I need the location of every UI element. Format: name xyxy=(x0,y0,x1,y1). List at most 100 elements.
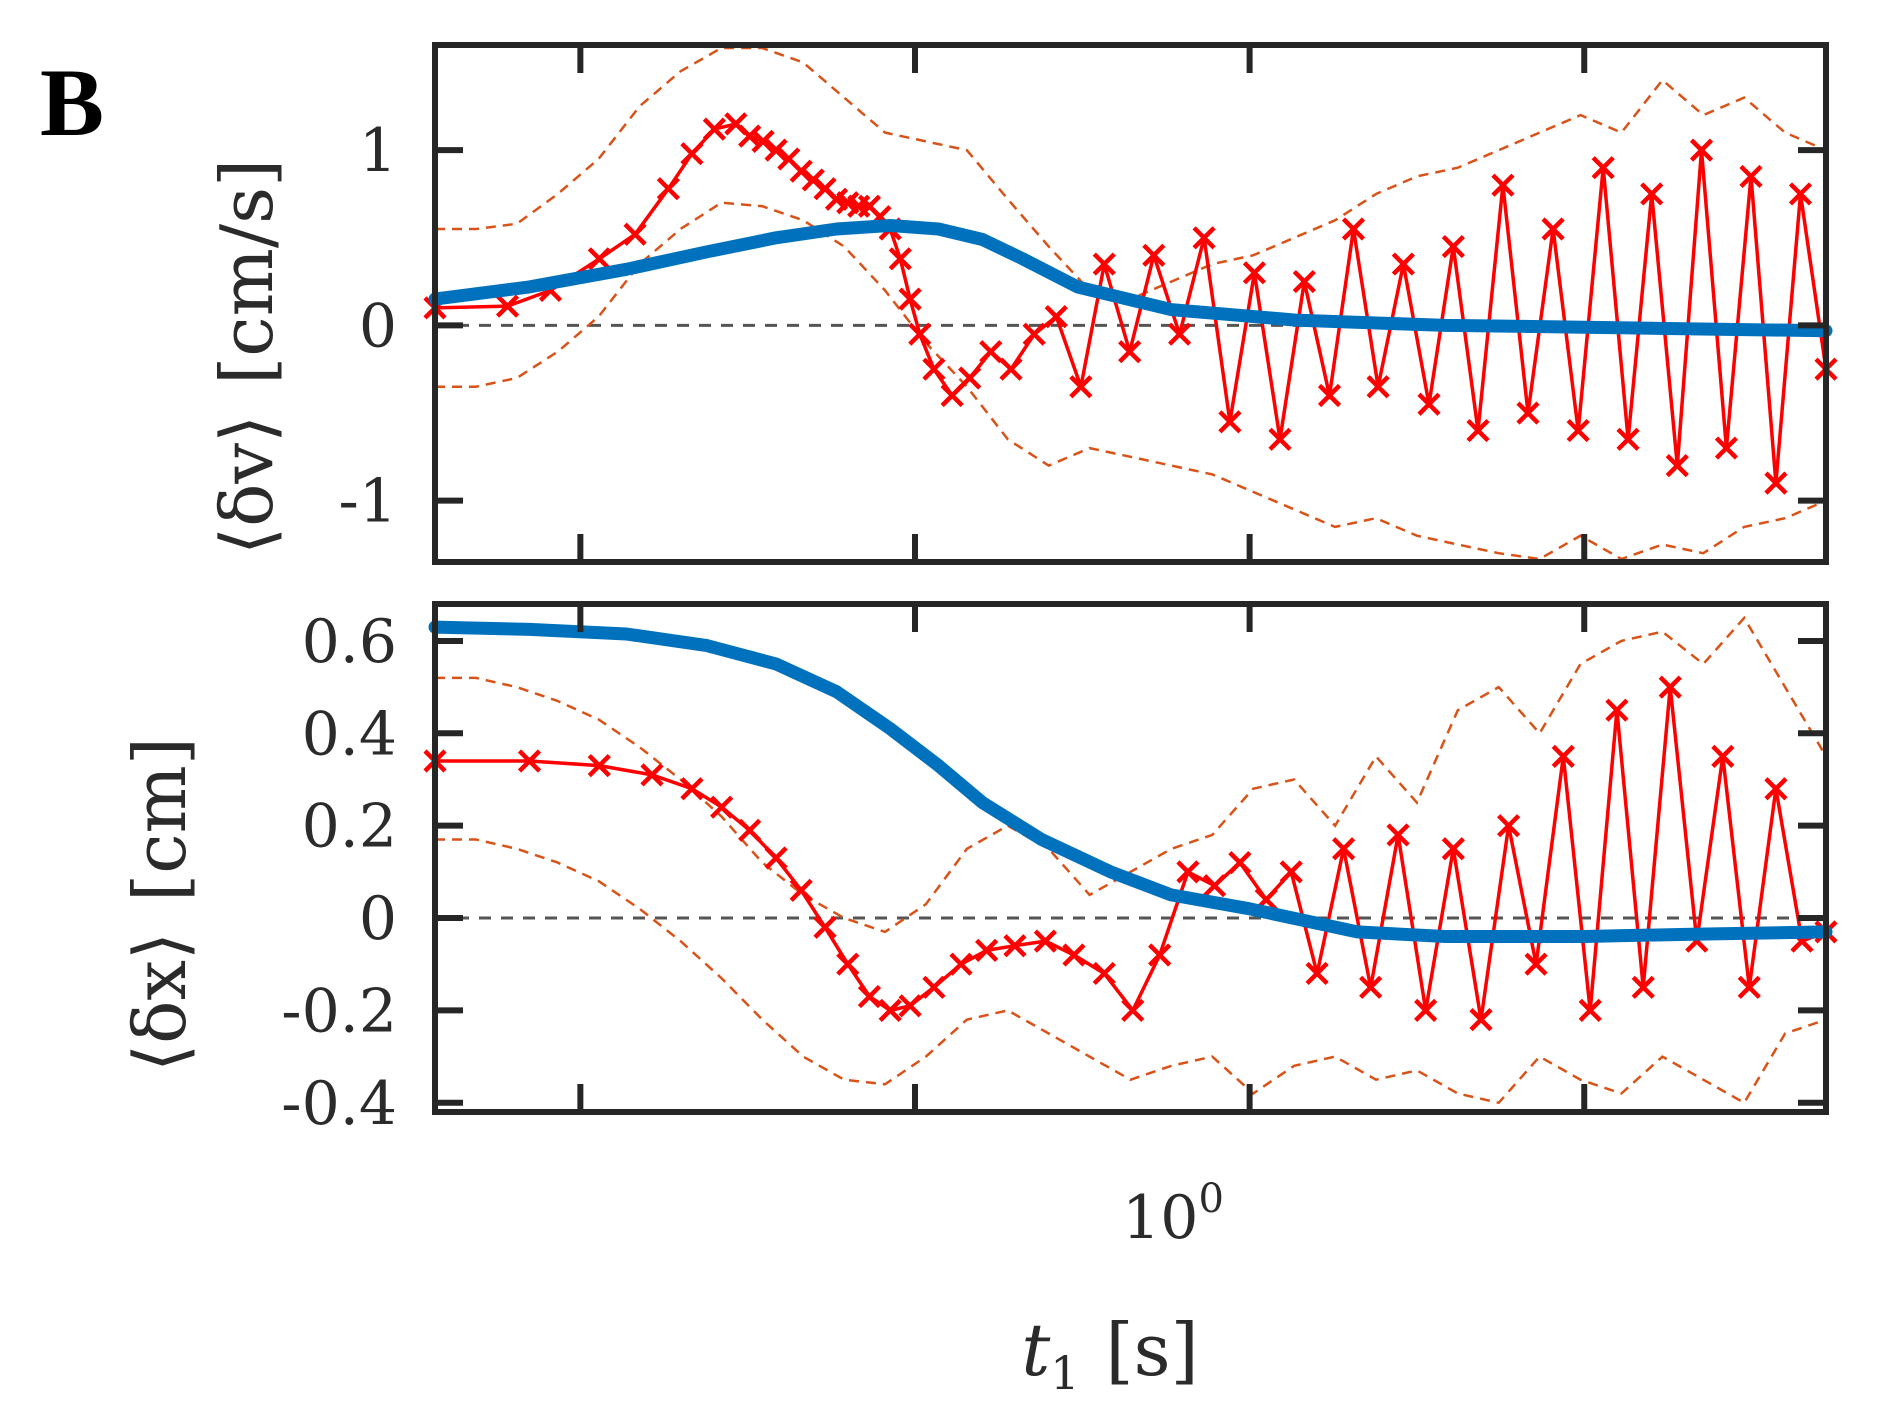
top-data-point xyxy=(1317,383,1342,408)
bottom-data-point xyxy=(975,938,999,962)
top-y-axis-label: ⟨δv⟩ [cm/s] xyxy=(205,159,289,555)
top-data-point xyxy=(1341,217,1366,241)
top-data-point xyxy=(908,322,932,346)
top-data-point xyxy=(1192,226,1216,250)
bottom-data-point xyxy=(1469,1008,1493,1032)
bottom-data-point xyxy=(789,878,813,902)
top-y-tick-label: 0 xyxy=(359,291,397,361)
bottom-data-point xyxy=(1202,874,1227,898)
top-data-point xyxy=(1714,436,1739,460)
top-data-point xyxy=(1516,401,1540,425)
bottom-data-point xyxy=(836,952,860,976)
top-data-point xyxy=(764,138,788,162)
top-data-point xyxy=(1541,217,1565,241)
top-data-point xyxy=(587,247,611,271)
bottom-data-point xyxy=(1441,837,1465,861)
bottom-data-point xyxy=(1551,744,1575,768)
x-axis-label: t1 [s] xyxy=(1021,1308,1198,1400)
bottom-data-point xyxy=(640,763,664,787)
bottom-model-curve xyxy=(428,620,1833,943)
top-data-point xyxy=(1591,156,1615,180)
bottom-data-point xyxy=(1414,998,1438,1022)
bottom-data-point xyxy=(517,749,542,773)
bottom-data-point xyxy=(1305,961,1329,986)
bottom-data-point xyxy=(1228,851,1252,875)
bottom-data-point xyxy=(1003,934,1027,958)
bottom-data-point xyxy=(898,994,922,1018)
bottom-data-point xyxy=(1176,860,1200,884)
top-data-point xyxy=(1268,427,1292,451)
top-data-point xyxy=(1391,252,1415,276)
bottom-data-point xyxy=(1062,943,1086,967)
top-data-point xyxy=(1739,164,1763,189)
bottom-data-point xyxy=(1711,744,1735,768)
top-plot-frame xyxy=(432,42,1829,565)
bottom-data-point xyxy=(1524,952,1548,976)
top-data-point xyxy=(1118,340,1142,364)
bottom-data-point xyxy=(587,754,611,778)
top-data-point xyxy=(1142,243,1166,267)
bottom-y-tick-label: 0.4 xyxy=(302,699,397,769)
bottom-data-point xyxy=(1332,837,1356,861)
top-data-point xyxy=(1441,234,1465,259)
bottom-data-point xyxy=(710,795,734,819)
top-data-point xyxy=(789,159,813,183)
top-data-point xyxy=(1092,252,1116,276)
top-data-point xyxy=(958,366,982,390)
bottom-y-tick-label: 0.2 xyxy=(302,792,397,862)
top-data-point xyxy=(751,129,775,153)
bottom-y-tick-label: 0.6 xyxy=(302,607,397,677)
panel-label: B xyxy=(40,49,104,156)
bottom-data-point xyxy=(1359,975,1383,999)
bottom-y-tick-label: -0.4 xyxy=(281,1069,397,1139)
top-lower-bound-line xyxy=(435,201,1827,561)
bottom-data-point xyxy=(1148,943,1172,967)
top-data-point xyxy=(1069,375,1093,399)
bottom-data-point xyxy=(813,915,837,939)
bottom-y-axis-label-unit: [cm] xyxy=(118,737,202,902)
top-data-point xyxy=(1242,261,1267,285)
top-data-point xyxy=(1292,270,1316,294)
bottom-data-point xyxy=(949,952,973,976)
bottom-data-point xyxy=(857,984,882,1009)
top-data-point xyxy=(1764,471,1788,495)
top-data-point xyxy=(680,142,704,166)
bottom-data-point xyxy=(764,846,788,870)
top-data-point xyxy=(1218,410,1242,434)
top-data-point xyxy=(898,287,922,311)
top-data-point xyxy=(979,340,1003,364)
bottom-plot-frame xyxy=(432,601,1829,1115)
bottom-data-point xyxy=(1386,823,1410,847)
top-data-point xyxy=(1491,173,1515,197)
top-data-point xyxy=(623,222,647,246)
top-data-point xyxy=(702,117,726,141)
top-model-curve xyxy=(428,219,1833,338)
x-tick-label-1: 100 xyxy=(1122,1176,1224,1253)
top-data-point xyxy=(1466,418,1490,443)
top-data-point xyxy=(1022,322,1046,346)
bottom-data-point xyxy=(680,777,704,801)
bottom-data-line xyxy=(435,685,1827,1022)
top-data-point xyxy=(1640,182,1664,206)
top-y-tick-label: 1 xyxy=(359,116,397,186)
bottom-data-point xyxy=(1033,929,1057,953)
bottom-data-point xyxy=(1658,675,1682,699)
bottom-upper-bound-line xyxy=(435,615,1828,934)
bottom-y-tick-label: -0.2 xyxy=(281,976,397,1046)
bottom-data-point xyxy=(1764,777,1788,801)
bottom-data-point xyxy=(1737,975,1761,999)
top-data-point xyxy=(1665,454,1689,478)
bottom-data-point xyxy=(1631,975,1655,999)
bottom-data-point xyxy=(1497,814,1521,838)
top-data-point xyxy=(656,177,680,201)
top-data-point xyxy=(1566,418,1590,443)
top-y-axis-label-quantity: ⟨δv⟩ xyxy=(205,415,289,555)
top-data-point xyxy=(1788,182,1813,206)
top-y-tick-label: -1 xyxy=(339,467,397,537)
top-data-point xyxy=(1168,322,1192,346)
bottom-data-point xyxy=(1605,698,1629,722)
bottom-panel: -0.4 -0.2 0 0.2 0.4 0.6 ⟨δx⟩ [cm] xyxy=(118,601,1838,1139)
bottom-data-point xyxy=(922,975,946,999)
bottom-lower-bound-line xyxy=(435,838,1827,1105)
